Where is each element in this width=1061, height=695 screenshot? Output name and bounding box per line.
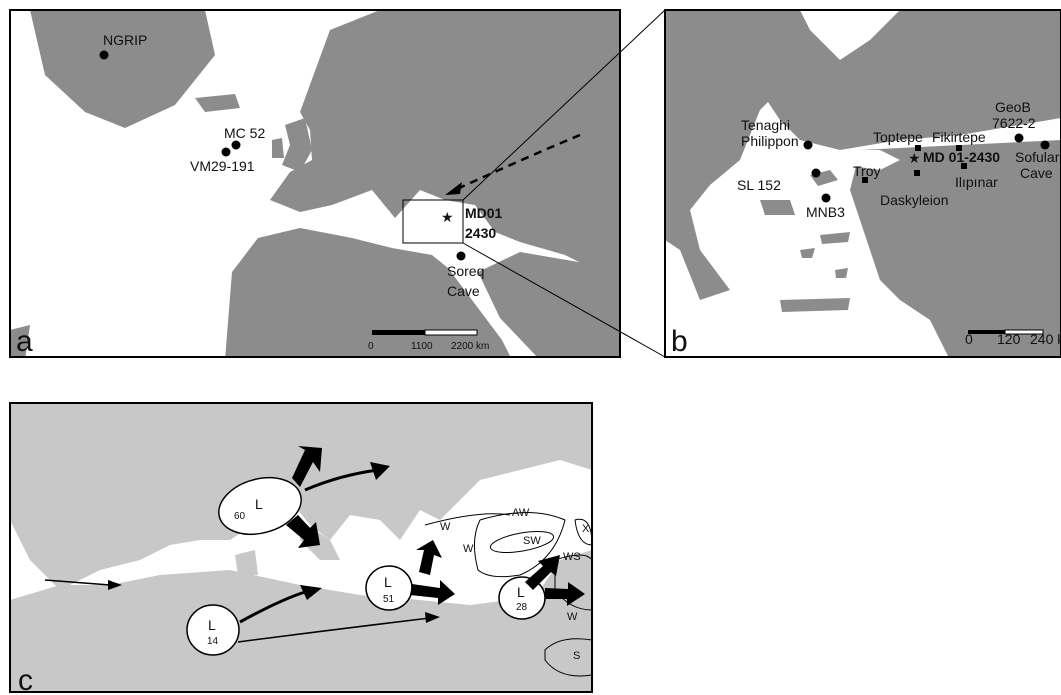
site [804,141,813,150]
scale-label: 0 [368,341,374,352]
zone-label: AW [512,507,530,519]
page: ★ NGRIP MC 52 VM29-191 MD01 2430 Soreq C… [0,0,1061,695]
figure: ★ NGRIP MC 52 VM29-191 MD01 2430 Soreq C… [0,0,1061,695]
site-label: Troy [853,163,880,179]
zone-label: X [582,523,590,535]
site-label: Cave [447,283,480,299]
site-label: Fikirtepe [932,129,986,145]
site-label: Ilıpınar [955,174,998,190]
low-symbol: L [517,584,525,600]
core-star: ★ [441,209,454,225]
core-label: MD01 [465,205,503,221]
site-label: Philippon [741,133,799,149]
zone-label: WS [563,551,581,563]
scale-label: 120 [997,331,1021,347]
site [812,169,821,178]
panel-letter: a [16,325,33,358]
scale-label: 2200 km [451,341,489,352]
zone-label: SW [523,535,541,547]
inset-box [403,200,463,243]
site-label: Toptepe [873,129,923,145]
zone-label: S [573,650,580,662]
low-number: 51 [383,594,395,605]
zone-label: W [567,611,578,623]
site-label: SL 152 [737,177,781,193]
low-symbol: L [384,574,392,590]
core-label: 2430 [465,225,496,241]
core-label: MD 01-2430 [923,149,1000,165]
core-star: ★ [908,150,921,166]
scale-bar [372,330,425,335]
zone-label: W [463,543,474,555]
site [222,148,231,157]
site [232,141,241,150]
low-symbol: L [255,496,263,512]
site-label: Sofular [1015,149,1060,165]
site-label: Tenaghi [741,117,790,133]
low-number: 60 [234,511,246,522]
site-label: Daskyleion [880,192,948,208]
scale-label: 1100 [411,341,433,352]
site-label: NGRIP [103,32,147,48]
site [457,252,466,261]
panel-letter: c [18,664,33,695]
site [1015,134,1024,143]
site-label: Cave [1020,165,1053,181]
site-label: Soreq [447,263,484,279]
low-number: 14 [207,636,219,647]
site-label: 7622-2 [992,115,1036,131]
scale-label: 0 [965,331,973,347]
site [100,51,109,60]
site-label: GeoB [995,99,1031,115]
site-label: MNB3 [806,204,845,220]
panel-b-map [665,10,1061,360]
panel-a-map [10,10,625,360]
scale-bar [425,330,477,335]
scale-label: 240 km [1030,331,1061,347]
site-label: VM29-191 [190,158,255,174]
panel-letter: b [671,325,688,358]
archaeological-site [914,170,920,176]
site [822,194,831,203]
site-label: MC 52 [224,125,265,141]
zone-label: W [440,521,451,533]
low-number: 28 [516,602,528,613]
low-symbol: L [208,617,216,633]
